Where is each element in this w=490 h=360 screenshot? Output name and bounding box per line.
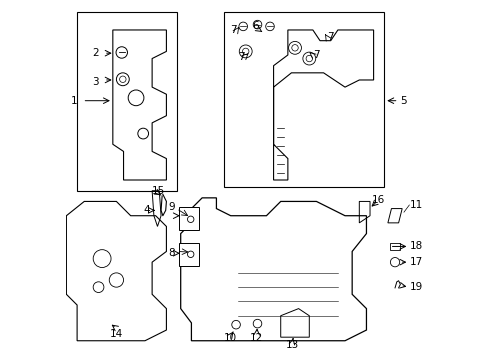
Text: 18: 18: [409, 242, 422, 251]
Text: 19: 19: [409, 282, 422, 292]
Text: 11: 11: [409, 200, 422, 210]
Text: 14: 14: [110, 329, 123, 339]
Text: 5: 5: [401, 96, 407, 106]
Bar: [77, 12, 177, 191]
Text: 13: 13: [286, 340, 299, 350]
Text: 7: 7: [238, 52, 245, 62]
Text: 2: 2: [93, 48, 99, 58]
Text: 4: 4: [144, 205, 150, 215]
Text: 17: 17: [409, 257, 422, 267]
Bar: [179, 207, 198, 230]
Bar: [223, 12, 384, 187]
Text: 3: 3: [93, 77, 99, 87]
Bar: [390, 243, 400, 249]
Text: 6: 6: [252, 21, 259, 31]
Text: 16: 16: [372, 195, 385, 204]
Text: 7: 7: [313, 50, 320, 60]
Text: 1: 1: [71, 96, 77, 106]
Text: 7: 7: [327, 32, 334, 42]
Text: 12: 12: [250, 333, 264, 343]
Text: 15: 15: [152, 186, 165, 196]
Text: 8: 8: [169, 248, 175, 258]
Bar: [179, 243, 198, 266]
Text: 10: 10: [224, 333, 237, 343]
Text: 7: 7: [230, 25, 237, 35]
Text: 9: 9: [169, 202, 175, 212]
